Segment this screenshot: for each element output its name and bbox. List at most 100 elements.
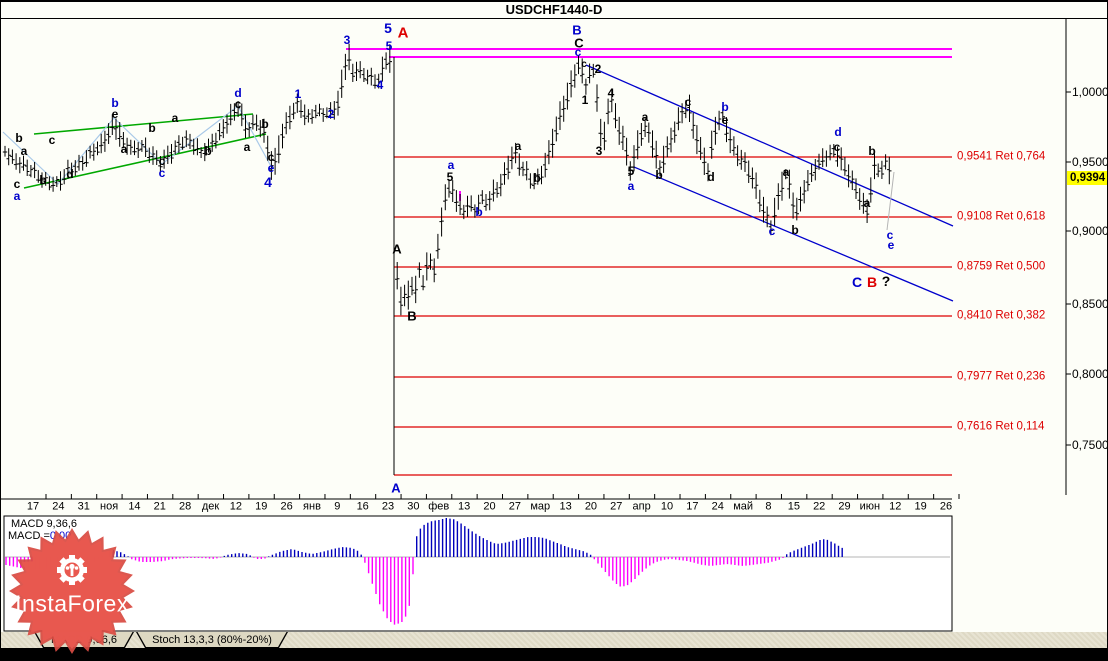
wave-label: c xyxy=(48,133,56,147)
y-axis-label: 0,9500 xyxy=(1072,155,1108,169)
x-axis-label: 24 xyxy=(52,500,65,513)
wave-label: 1 xyxy=(294,87,302,101)
wave-label: b xyxy=(261,117,269,131)
wave-label: b xyxy=(15,131,23,145)
wave-label: c xyxy=(833,140,841,154)
blue-channel-line xyxy=(633,166,954,302)
wave-label: c xyxy=(13,177,21,191)
x-axis-label: 27 xyxy=(508,500,521,513)
x-axis-label: 20 xyxy=(584,500,598,513)
wave-label: a xyxy=(447,158,455,172)
pointer-line xyxy=(886,171,895,231)
wave-label: B xyxy=(866,274,878,290)
wave-label: 1 xyxy=(581,93,589,107)
wave-label: e xyxy=(721,113,729,127)
x-axis-label: июн xyxy=(859,500,881,513)
wave-label: 4 xyxy=(607,86,615,100)
fib-level-label: 0,8759 Ret 0,500 xyxy=(957,260,1046,273)
instaforex-logo: InstaForex xyxy=(7,528,137,656)
chart-title: USDCHF1440-D xyxy=(1,2,1107,19)
wave-label: b xyxy=(655,168,663,182)
wave-label: c xyxy=(574,45,582,59)
macd-subwindow xyxy=(3,515,953,632)
wave-label: a xyxy=(20,144,28,158)
wave-label: 5 xyxy=(446,170,454,184)
wave-label: a xyxy=(171,111,179,125)
wave-label: d xyxy=(707,170,715,184)
wave-label: b xyxy=(791,223,799,237)
fib-level-label: 0,8410 Ret 0,382 xyxy=(957,309,1046,322)
x-axis-label: 17 xyxy=(686,500,699,513)
wave-label: b xyxy=(148,121,156,135)
blue-channel-line xyxy=(585,64,954,227)
x-axis-label: 13 xyxy=(458,500,471,513)
y-axis-label: 0,7500 xyxy=(1072,438,1108,452)
wave-label: c xyxy=(768,224,776,238)
y-axis-label: 0,9000 xyxy=(1072,224,1108,238)
wave-label: c xyxy=(158,166,166,180)
wave-label: a xyxy=(120,142,128,156)
macd-indicator-name: MACD 9,36,6 xyxy=(11,518,78,530)
wave-label: 4 xyxy=(376,78,384,92)
x-axis-label: янв xyxy=(303,500,321,513)
wave-label: b xyxy=(721,100,729,114)
wave-label: b xyxy=(204,144,212,158)
wave-label: a xyxy=(514,139,522,153)
wave-label: 5 xyxy=(385,39,393,53)
x-axis-label: 30 xyxy=(407,500,420,513)
x-axis-label: мар xyxy=(530,500,551,513)
indicator-tab-bar: MACD 9,36,6 Stoch 13,3,3 (80%-20%) xyxy=(1,632,1107,649)
x-axis-label: 14 xyxy=(128,500,141,513)
x-axis-label: 19 xyxy=(914,500,927,513)
wave-label: C xyxy=(851,274,863,290)
x-axis-label: 28 xyxy=(179,500,192,513)
instaforex-logo-text: InstaForex xyxy=(15,590,129,617)
x-axis-label: дек xyxy=(201,500,220,513)
wave-label: A xyxy=(397,24,409,42)
x-axis-label: 16 xyxy=(356,500,369,513)
bottom-black-strip xyxy=(1,649,1107,661)
x-axis-label: 24 xyxy=(711,500,724,513)
x-axis-label: 19 xyxy=(255,500,268,513)
wave-label: d xyxy=(66,167,74,181)
wave-label: b xyxy=(868,144,876,158)
wave-label: 2 xyxy=(594,62,602,76)
x-axis-label: 29 xyxy=(838,500,851,513)
x-axis-label: ноя xyxy=(100,500,119,513)
wave-label: d xyxy=(834,125,842,139)
wave-label: a xyxy=(627,179,635,193)
wave-label: a xyxy=(641,110,649,124)
y-axis-label: 0,8500 xyxy=(1072,297,1108,311)
wave-label: e xyxy=(887,238,895,252)
fib-level-label: 0,9541 Ret 0,764 xyxy=(957,150,1046,163)
green-trendline xyxy=(33,113,254,135)
wave-label: 3 xyxy=(595,144,603,158)
wave-label: c xyxy=(581,59,587,70)
wave-label: e xyxy=(267,161,275,175)
wave-label: ? xyxy=(881,273,891,289)
wave-label: a xyxy=(782,165,790,179)
x-axis-label: 8 xyxy=(765,500,772,513)
wave-label: d xyxy=(234,86,242,100)
wave-label: c xyxy=(684,95,692,109)
wave-label: c xyxy=(234,97,242,111)
fib-level-label: 0,7616 Ret 0,114 xyxy=(957,420,1045,433)
tab-stochastic-label: Stoch 13,3,3 (80%-20%) xyxy=(136,632,288,648)
x-axis-label: 13 xyxy=(559,500,572,513)
x-axis-label: 26 xyxy=(280,500,293,513)
wave-label: c xyxy=(886,228,894,242)
tab-stochastic[interactable]: Stoch 13,3,3 (80%-20%) xyxy=(136,632,288,648)
x-axis-label: 21 xyxy=(153,500,166,513)
macd-value-prefix: MACD = xyxy=(8,530,50,542)
x-axis-label: 31 xyxy=(77,500,90,513)
x-axis-label: 27 xyxy=(610,500,623,513)
wave-label: c xyxy=(267,150,275,164)
wave-label: a xyxy=(243,140,251,154)
wave-label: 5 xyxy=(384,20,392,36)
x-axis-label: фев xyxy=(428,500,450,513)
x-axis-label: 10 xyxy=(660,500,674,513)
y-axis-label: 0,8000 xyxy=(1072,367,1108,381)
wave-label: C xyxy=(574,35,584,51)
wave-label: e xyxy=(111,107,119,121)
